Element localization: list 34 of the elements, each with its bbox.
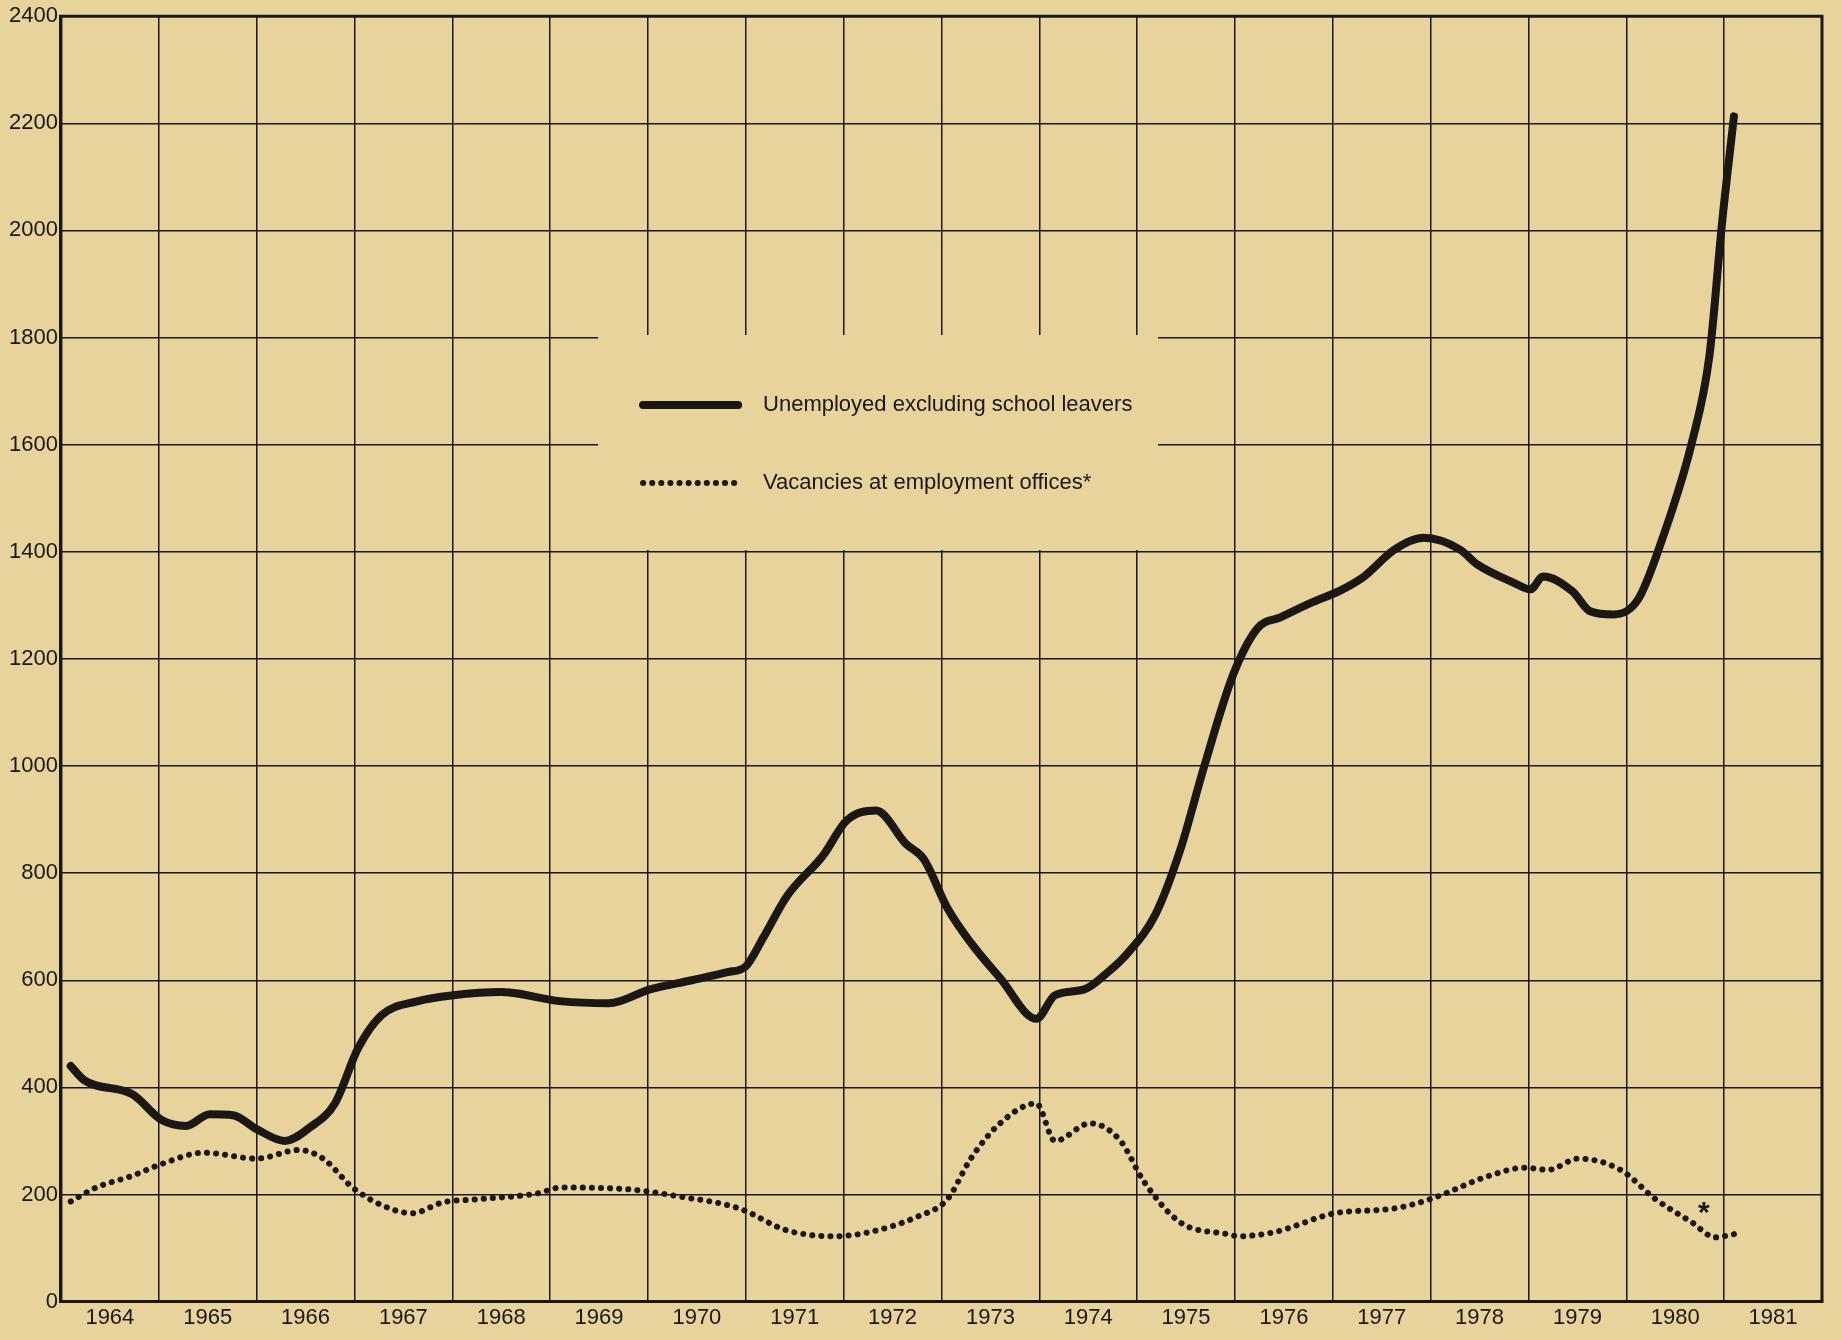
legend-label: Unemployed excluding school leavers <box>763 391 1133 417</box>
x-tick-label: 1971 <box>770 1303 820 1329</box>
x-tick-label: 1970 <box>672 1303 722 1329</box>
x-tick-label: 1965 <box>183 1303 233 1329</box>
y-tick-label: 1600 <box>8 430 58 456</box>
x-tick-label: 1969 <box>574 1303 624 1329</box>
y-tick-label: 1000 <box>8 752 58 778</box>
y-tick-label: 2200 <box>8 109 58 135</box>
annotation: * <box>1698 1195 1711 1229</box>
x-tick-label: 1973 <box>965 1303 1015 1329</box>
y-tick-label: 1200 <box>8 644 58 670</box>
y-tick-label: 2400 <box>8 2 58 28</box>
x-tick-label: 1972 <box>868 1303 918 1329</box>
x-tick-label: 1968 <box>476 1303 526 1329</box>
y-tick-label: 200 <box>21 1180 58 1206</box>
x-tick-label: 1977 <box>1357 1303 1407 1329</box>
x-tick-label: 1975 <box>1161 1303 1211 1329</box>
y-tick-label: 400 <box>21 1073 58 1099</box>
x-tick-label: 1967 <box>378 1303 428 1329</box>
x-tick-label: 1980 <box>1650 1303 1700 1329</box>
y-tick-label: 1400 <box>8 537 58 563</box>
legend-label: Vacancies at employment offices* <box>763 469 1092 495</box>
x-tick-label: 1981 <box>1748 1303 1798 1329</box>
y-tick-label: 600 <box>21 966 58 992</box>
y-tick-label: 1800 <box>8 323 58 349</box>
y-tick-label: 800 <box>21 859 58 885</box>
y-tick-label: 0 <box>45 1287 58 1313</box>
x-tick-label: 1966 <box>281 1303 331 1329</box>
y-tick-label: 2000 <box>8 216 58 242</box>
x-tick-label: 1964 <box>85 1303 135 1329</box>
x-tick-label: 1976 <box>1259 1303 1309 1329</box>
x-tick-label: 1978 <box>1455 1303 1505 1329</box>
x-tick-label: 1974 <box>1063 1303 1113 1329</box>
x-tick-label: 1979 <box>1552 1303 1602 1329</box>
